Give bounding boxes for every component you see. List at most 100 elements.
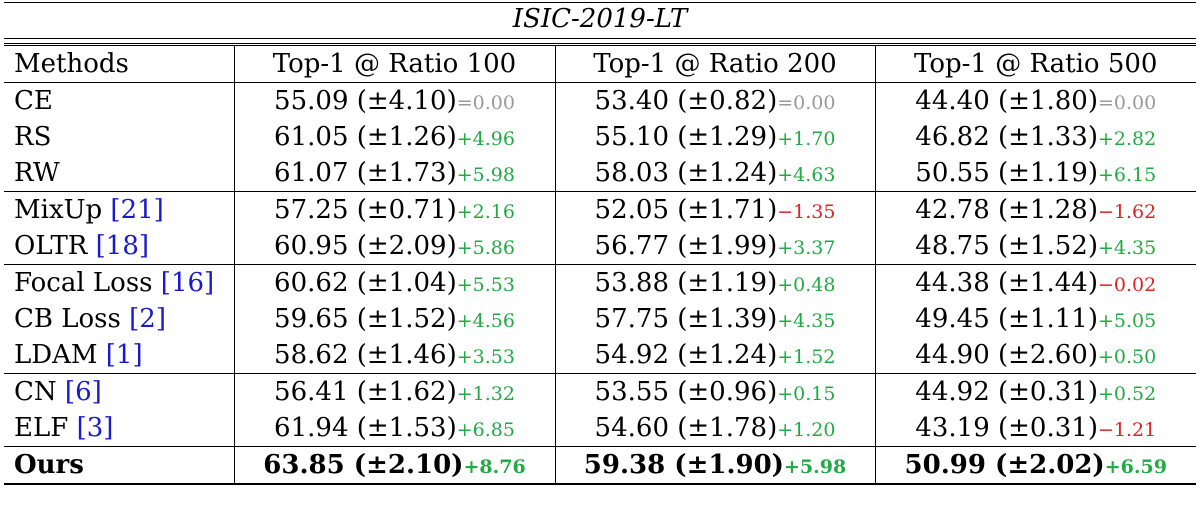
delta-value: +5.86 [456,237,515,259]
result-cell: 63.85 (±2.10)+8.76 [233,446,555,485]
method-cell: RS [4,119,234,155]
citation-link[interactable]: [21] [110,195,164,225]
accuracy-value: 42.78 (±1.28) [915,195,1098,225]
delta-value: −0.02 [1097,274,1157,296]
delta-value: +1.20 [777,419,836,441]
accuracy-value: 53.88 (±1.19) [594,268,778,298]
delta-value: −1.35 [777,201,836,223]
table-row: CB Loss [2] 59.65 (±1.52)+4.56 57.75 (±1.3… [4,301,1196,337]
citation-link[interactable]: [18] [95,231,150,261]
citation-link[interactable]: [6] [64,377,102,407]
accuracy-value: 49.45 (±1.11) [915,304,1098,334]
result-cell: 58.03 (±1.24)+4.63 [554,155,875,192]
method-name: CB Loss [14,304,130,334]
accuracy-value: 46.82 (±1.33) [915,122,1098,152]
result-cell: 46.82 (±1.33)+2.82 [874,119,1196,155]
result-cell: 61.94 (±1.53)+6.85 [233,410,555,447]
result-cell: 55.09 (±4.10)=0.00 [233,82,555,119]
accuracy-value: 60.95 (±2.09) [274,231,457,261]
accuracy-value: 61.07 (±1.73) [274,158,457,188]
table-row: RW 61.07 (±1.73)+5.98 58.03 (±1.24)+4.63 50… [4,155,1196,192]
delta-value: +2.16 [456,201,515,223]
method-name: OLTR [14,231,96,261]
result-cell: 56.41 (±1.62)+1.32 [233,373,555,410]
result-cell: 50.99 (±2.02)+6.59 [874,446,1196,485]
method-cell: CE [4,83,234,120]
accuracy-value: 43.19 (±0.31) [915,413,1098,443]
citation-link[interactable]: [2] [129,304,166,334]
accuracy-value: 55.10 (±1.29) [594,122,778,152]
result-cell: 44.40 (±1.80)=0.00 [874,82,1196,119]
method-cell: MixUp [21] [4,191,234,228]
title-rule [4,38,1196,39]
accuracy-value: 57.25 (±0.71) [274,195,457,225]
delta-value: +4.35 [777,310,836,332]
delta-value: +1.52 [777,346,836,368]
delta-value: +1.32 [456,383,515,405]
delta-value: =0.00 [456,92,515,114]
delta-value: +2.82 [1097,128,1157,150]
accuracy-value: 57.75 (±1.39) [594,304,778,334]
delta-value: =0.00 [777,92,836,114]
delta-value: +4.35 [1097,237,1157,259]
accuracy-value: 63.85 (±2.10) [263,450,464,480]
delta-value: +4.63 [777,164,836,186]
delta-value: −1.21 [1097,419,1157,441]
table-row: Focal Loss [16] 60.62 (±1.04)+5.53 53.88 (… [4,264,1196,301]
result-cell: 53.88 (±1.19)+0.48 [554,264,875,301]
accuracy-value: 44.90 (±2.60) [915,340,1098,370]
delta-value: +5.98 [456,164,515,186]
top-rule [4,2,1196,3]
method-name: CE [14,86,53,116]
title-rule-2 [4,43,1196,44]
method-name: RS [14,122,52,152]
result-cell: 53.40 (±0.82)=0.00 [554,82,875,119]
accuracy-value: 53.40 (±0.82) [594,86,778,116]
method-name: ELF [14,413,77,443]
delta-value: +0.50 [1097,346,1157,368]
accuracy-value: 58.03 (±1.24) [594,158,778,188]
delta-value: +0.48 [777,274,836,296]
accuracy-value: 61.94 (±1.53) [274,413,457,443]
result-cell: 53.55 (±0.96)+0.15 [554,373,875,410]
citation-link[interactable]: [3] [76,413,114,443]
accuracy-value: 44.38 (±1.44) [915,268,1098,298]
result-cell: 48.75 (±1.52)+4.35 [874,228,1196,265]
accuracy-value: 54.60 (±1.78) [594,413,778,443]
result-cell: 44.92 (±0.31)+0.52 [874,373,1196,410]
result-cell: 44.90 (±2.60)+0.50 [874,337,1196,374]
table-row: Ours 63.85 (±2.10)+8.76 59.38 (±1.90)+5.98… [4,446,1196,485]
delta-value: +6.59 [1104,456,1167,478]
delta-value: +5.98 [783,456,847,478]
delta-value: =0.00 [1097,92,1157,114]
delta-value: +0.52 [1097,383,1157,405]
header-row: Methods Top-1 @ Ratio 100 Top-1 @ Ratio … [4,45,1196,83]
delta-value: +3.37 [777,237,836,259]
method-cell: ELF [3] [4,410,234,447]
table-row: CN [6] 56.41 (±1.62)+1.32 53.55 (±0.96)+0.… [4,373,1196,410]
accuracy-value: 56.41 (±1.62) [274,377,457,407]
citation-link[interactable]: [1] [105,340,143,370]
method-name: RW [14,158,60,188]
result-cell: 61.05 (±1.26)+4.96 [233,119,555,155]
delta-value: +6.85 [456,419,515,441]
accuracy-value: 48.75 (±1.52) [915,231,1098,261]
table-row: OLTR [18] 60.95 (±2.09)+5.86 56.77 (±1.99)… [4,228,1196,265]
result-cell: 55.10 (±1.29)+1.70 [554,119,875,155]
method-cell: Focal Loss [16] [4,264,234,301]
result-cell: 61.07 (±1.73)+5.98 [233,155,555,192]
delta-value: +4.96 [456,128,515,150]
accuracy-value: 53.55 (±0.96) [594,377,778,407]
result-cell: 59.38 (±1.90)+5.98 [554,446,875,485]
accuracy-value: 55.09 (±4.10) [274,86,457,116]
method-name: LDAM [14,340,106,370]
result-cell: 52.05 (±1.71)−1.35 [554,191,875,228]
header-ratio-200: Top-1 @ Ratio 200 [554,45,875,83]
result-cell: 44.38 (±1.44)−0.02 [874,264,1196,301]
table-row: CE 55.09 (±4.10)=0.00 53.40 (±0.82)=0.00 44… [4,82,1196,120]
method-cell: RW [4,155,234,192]
citation-link[interactable]: [16] [160,268,215,298]
method-name: CN [14,377,65,407]
table-row: LDAM [1] 58.62 (±1.46)+3.53 54.92 (±1.24)+… [4,337,1196,374]
